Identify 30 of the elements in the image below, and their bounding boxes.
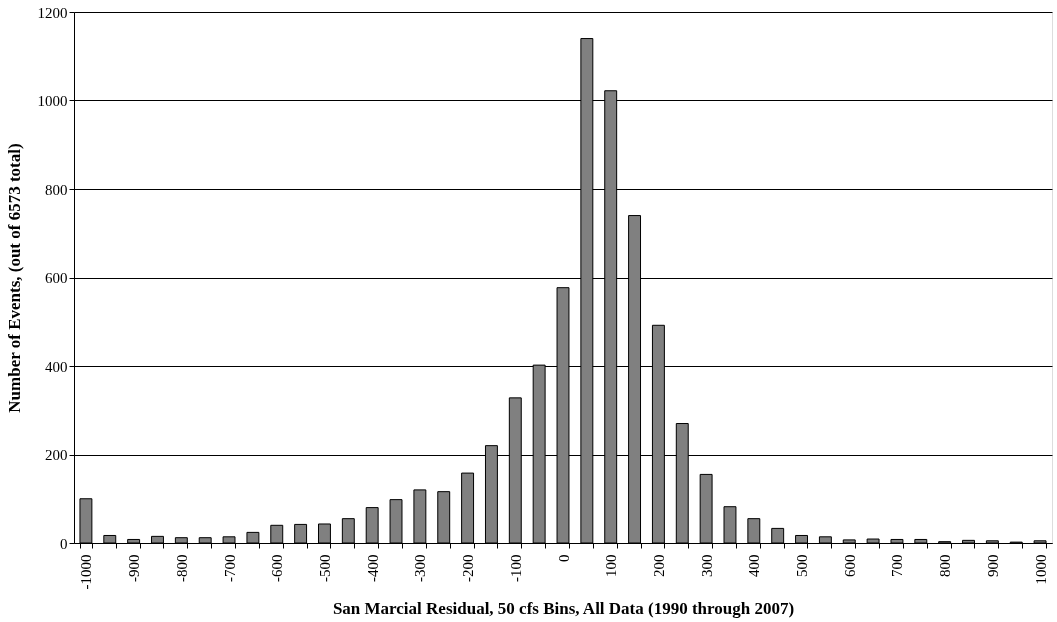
- x-tick-label: 1000: [1032, 554, 1049, 585]
- x-tick-label: 0: [555, 554, 572, 562]
- x-tick-label: 500: [794, 554, 811, 577]
- x-axis-title: San Marcial Residual, 50 cfs Bins, All Data (1990 through 2007): [332, 599, 795, 619]
- y-tick-label: 200: [45, 447, 68, 463]
- x-tick-label: 400: [746, 554, 763, 577]
- x-tick-label: -600: [269, 554, 286, 582]
- x-tick-label: 700: [889, 554, 906, 577]
- x-tick-label: -800: [173, 554, 190, 582]
- y-tick-label: 1200: [37, 4, 68, 21]
- x-tick-label: -500: [316, 554, 333, 582]
- x-tick-label: -1000: [78, 554, 95, 590]
- y-tick-label: 1000: [37, 93, 68, 109]
- y-tick-label: 600: [45, 270, 68, 286]
- x-tick-label: -900: [126, 554, 143, 582]
- x-tick-label: -400: [364, 554, 381, 582]
- x-tick-label: -200: [460, 554, 477, 582]
- x-tick-label: 100: [603, 554, 620, 577]
- x-tick-label: 600: [841, 554, 858, 577]
- y-axis-title: Number of Events, (out of 6573 total): [4, 143, 24, 413]
- x-tick-label: 900: [984, 554, 1001, 577]
- x-tick-label: 800: [937, 554, 954, 577]
- y-tick-label: 400: [45, 358, 68, 375]
- y-tick-label: 800: [45, 181, 68, 198]
- x-tick-label: -300: [412, 554, 429, 582]
- x-tick-label: 200: [650, 554, 667, 577]
- x-tick-label: -700: [221, 554, 238, 582]
- x-tick-label: 300: [698, 554, 715, 577]
- x-tick-label: -100: [507, 554, 524, 582]
- y-tick-label: 0: [60, 535, 68, 552]
